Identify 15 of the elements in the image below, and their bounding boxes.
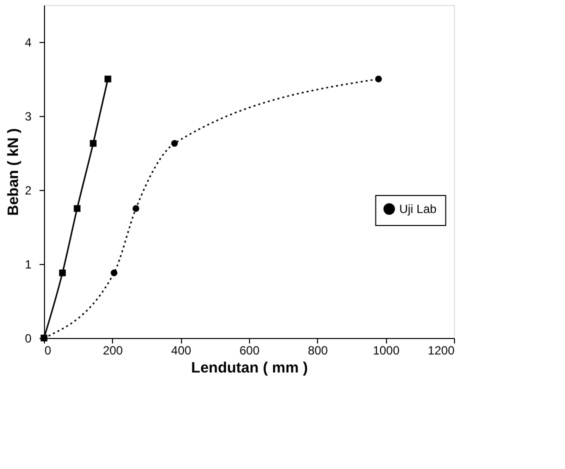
legend-label: Uji Lab	[399, 202, 437, 216]
y-tick-label: 2	[24, 184, 32, 198]
y-axis-title: Beban ( kN )	[4, 128, 22, 216]
x-tick-label: 400	[171, 344, 192, 358]
x-tick-label: 0	[44, 344, 52, 358]
x-tick-label: 600	[239, 344, 260, 358]
x-tick-label: 800	[308, 344, 328, 358]
y-tick-label: 4	[24, 36, 32, 50]
x-tick-label: 1000	[372, 344, 400, 358]
y-tick-label: 3	[24, 110, 32, 124]
x-axis-title: Lendutan ( mm )	[191, 360, 308, 376]
y-tick-label: 1	[24, 258, 32, 272]
x-tick-label: 1200	[428, 344, 455, 358]
x-tick-label: 200	[102, 344, 124, 358]
y-tick-label: 0	[24, 332, 32, 346]
